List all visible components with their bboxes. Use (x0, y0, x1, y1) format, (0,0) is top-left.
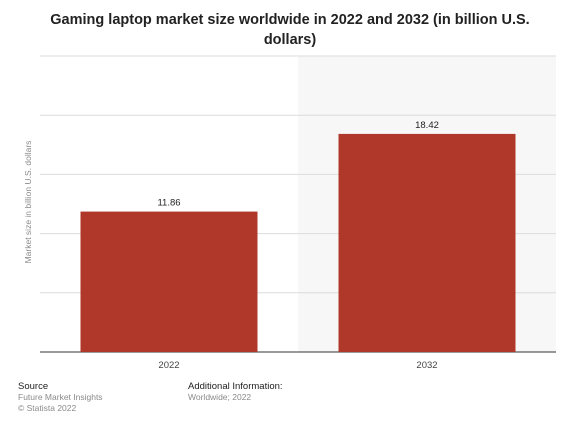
source-line: Future Market Insights (18, 392, 103, 402)
data-label-2022: 11.86 (157, 198, 180, 209)
bar-2022 (80, 211, 258, 352)
additional-info-block: Additional Information: Worldwide; 2022 (188, 381, 283, 403)
bar-2032 (338, 133, 516, 352)
additional-info-line: Worldwide; 2022 (188, 392, 252, 402)
additional-info-heading: Additional Information: (188, 381, 283, 392)
x-tick-label-2022: 2022 (158, 360, 179, 371)
y-axis-label: Market size in billion U.S. dollars (23, 141, 33, 264)
copyright-line: © Statista 2022 (18, 403, 77, 413)
source-heading: Source (18, 381, 49, 392)
data-labels: 11.86 18.42 (157, 120, 438, 209)
x-tick-labels: 2022 2032 (158, 360, 437, 371)
data-label-2032: 18.42 (415, 120, 439, 131)
source-block: Source Future Market Insights © Statista… (18, 381, 103, 414)
x-tick-label-2032: 2032 (416, 360, 437, 371)
chart-title: Gaming laptop market size worldwide in 2… (50, 12, 530, 48)
bars (80, 133, 516, 352)
